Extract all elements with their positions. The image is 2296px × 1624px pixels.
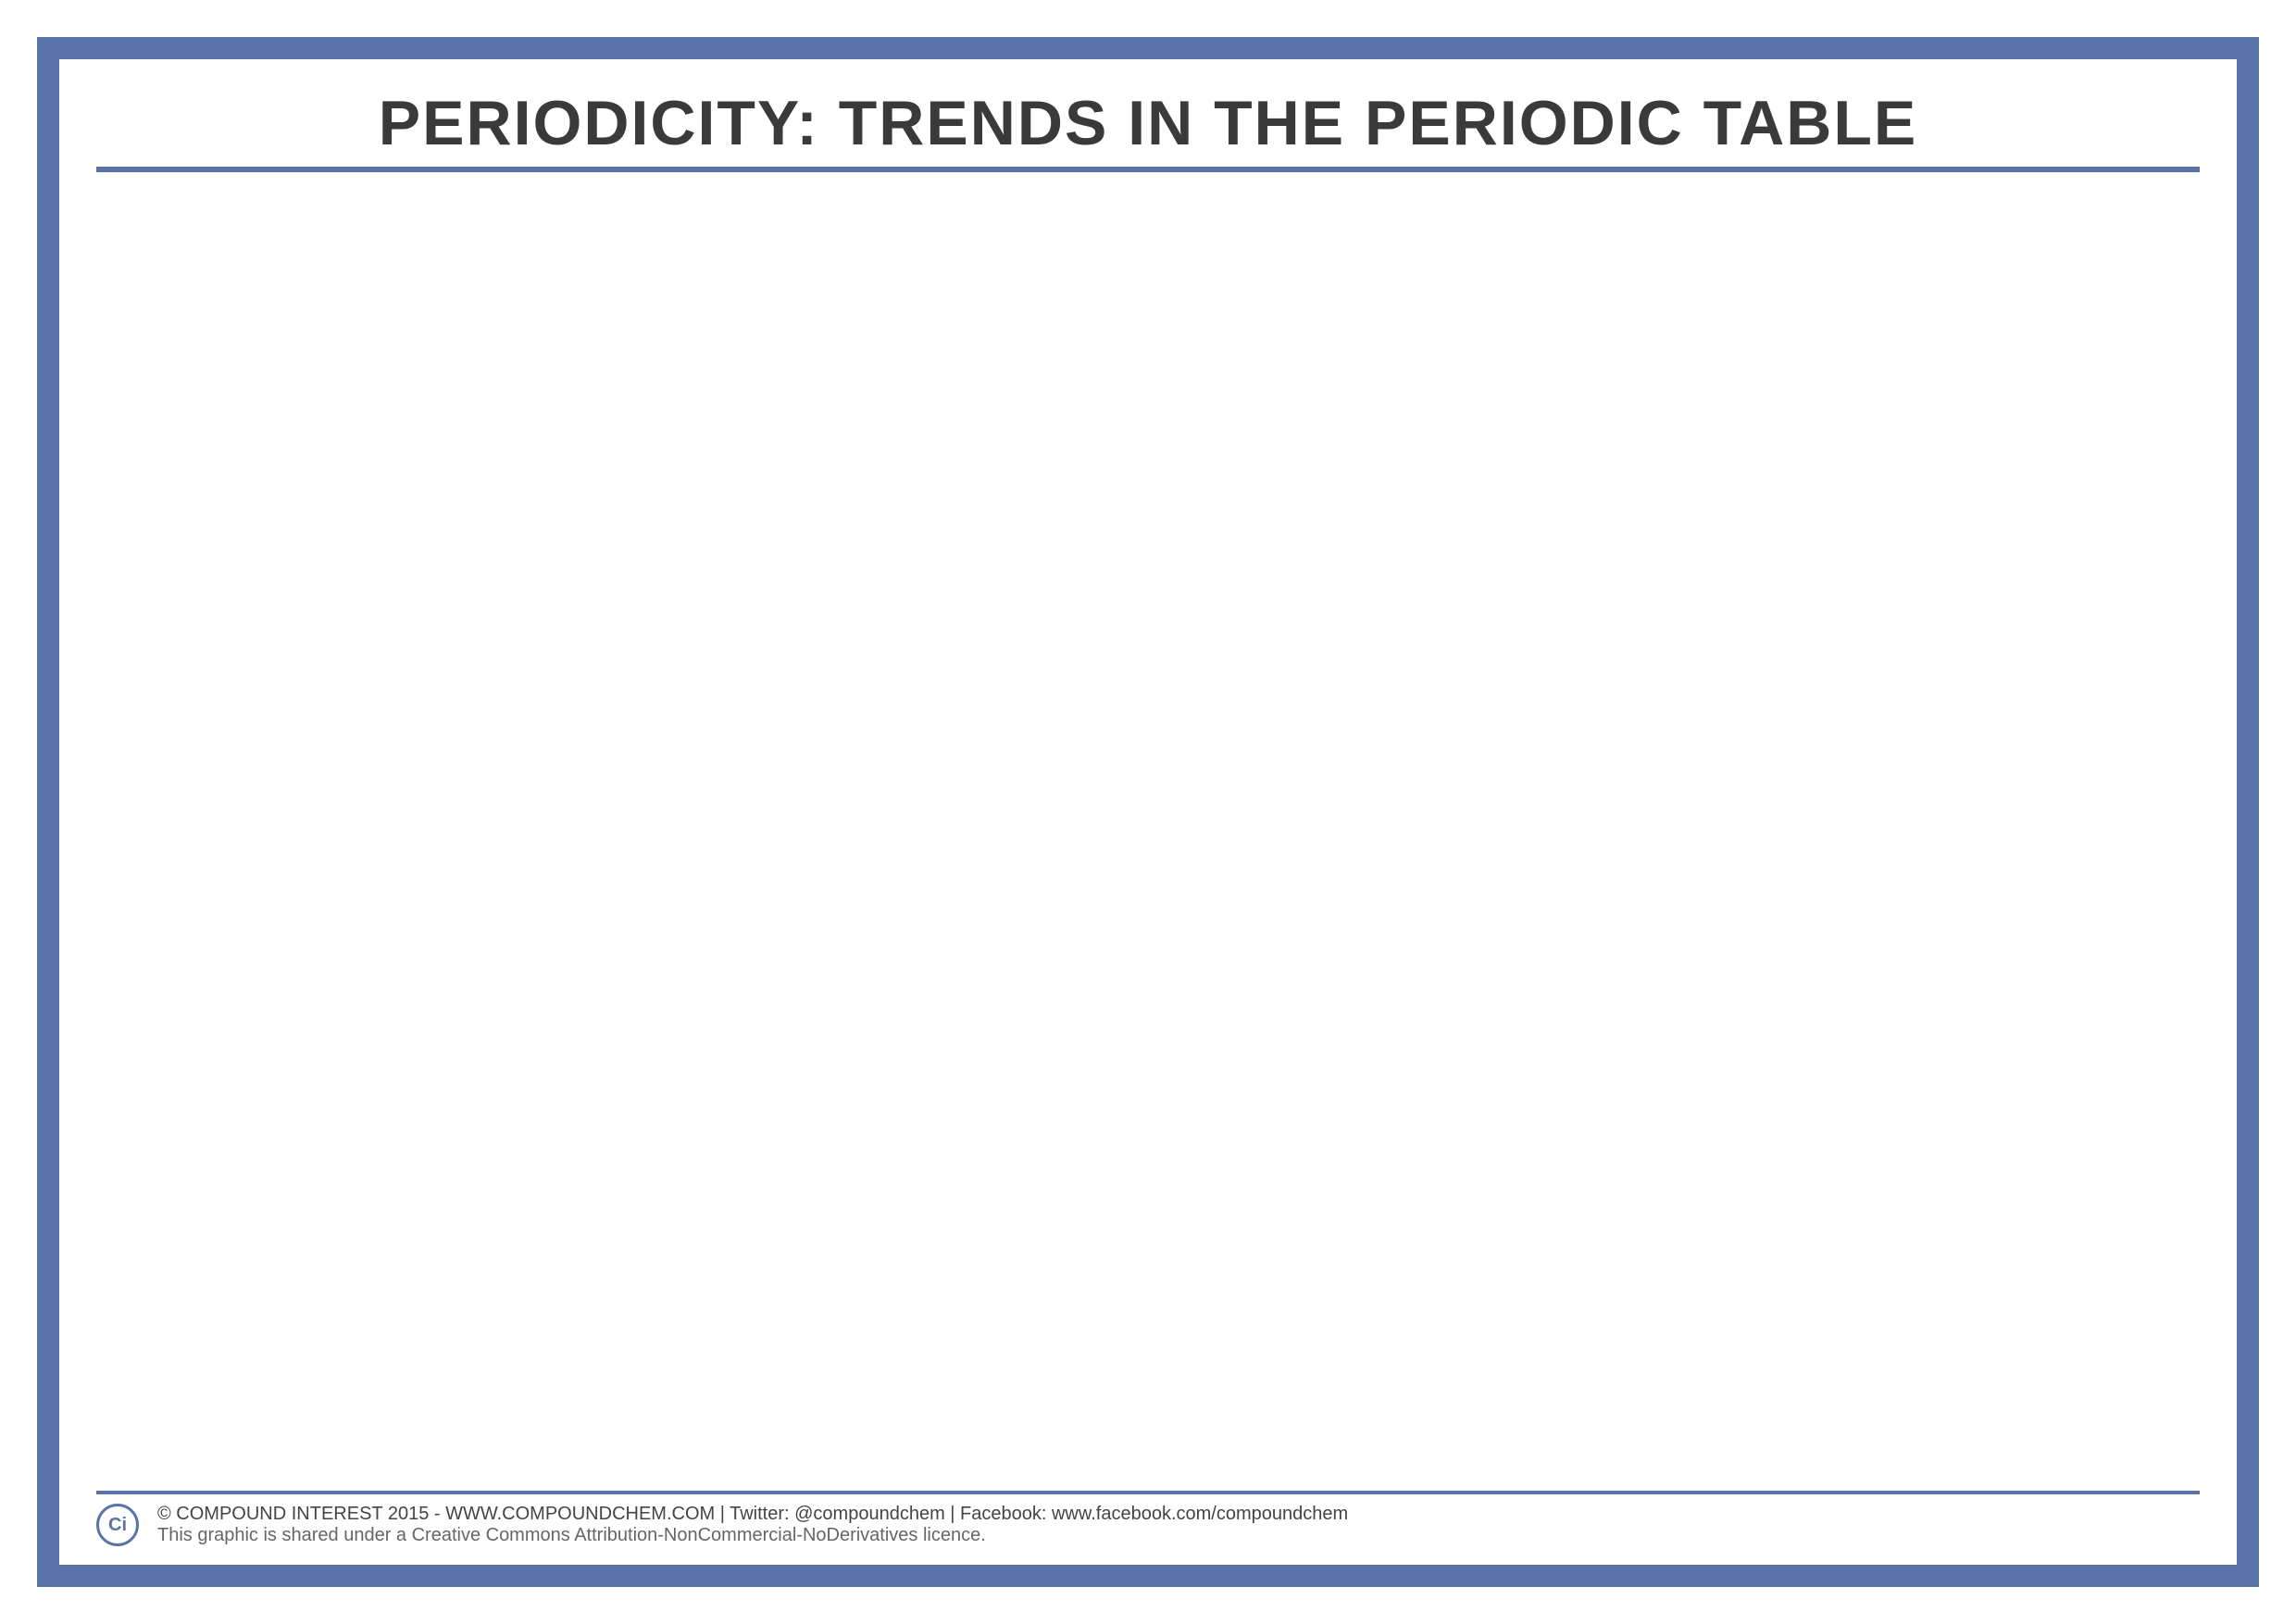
- infographic-frame: PERIODICITY: TRENDS IN THE PERIODIC TABL…: [37, 37, 2259, 1587]
- footer: Ci © COMPOUND INTEREST 2015 - WWW.COMPOU…: [96, 1491, 2200, 1546]
- ci-logo-icon: Ci: [96, 1504, 139, 1546]
- footer-text: © COMPOUND INTEREST 2015 - WWW.COMPOUNDC…: [157, 1504, 2181, 1546]
- main-title: PERIODICITY: TRENDS IN THE PERIODIC TABL…: [96, 87, 2200, 172]
- footer-copyright: © COMPOUND INTEREST 2015 - WWW.COMPOUNDC…: [157, 1504, 2181, 1525]
- footer-licence: This graphic is shared under a Creative …: [157, 1525, 2181, 1546]
